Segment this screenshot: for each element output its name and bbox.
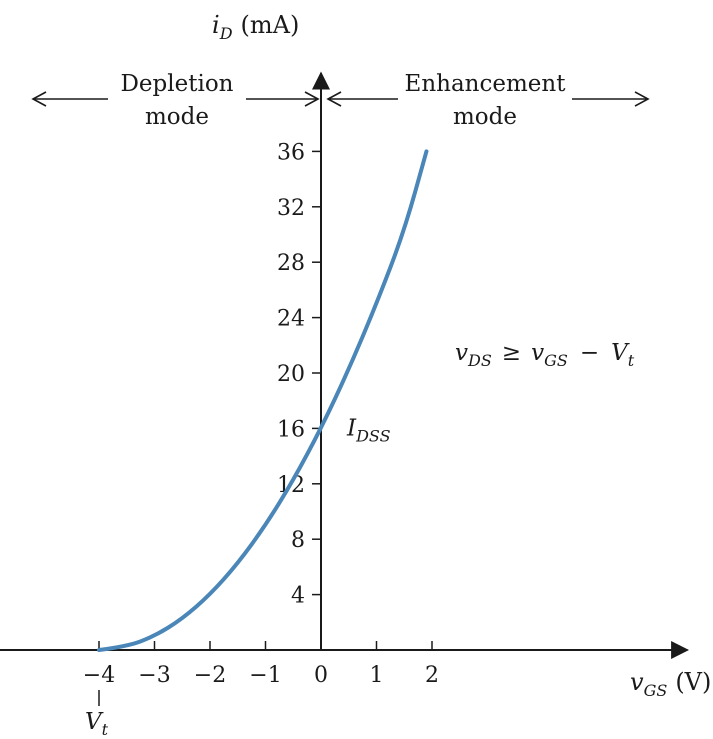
condition-vgs-subscript: GS bbox=[544, 351, 568, 370]
condition-vds-symbol: v bbox=[455, 340, 468, 366]
depletion-left-arrowhead bbox=[31, 91, 47, 107]
enhancement-region-label: Enhancement mode bbox=[326, 71, 650, 130]
y-axis-label-unit: (mA) bbox=[241, 11, 300, 39]
y-tick-label: 24 bbox=[277, 307, 305, 332]
saturation-condition: vDS ≥ vGS − Vt bbox=[455, 340, 635, 370]
condition-vt-subscript: t bbox=[628, 351, 635, 370]
x-tick-label: 0 bbox=[314, 663, 328, 688]
y-axis-label: iD (mA) bbox=[212, 11, 299, 43]
enhancement-label-line2: mode bbox=[453, 104, 517, 130]
x-axis-label-symbol: v bbox=[630, 668, 644, 696]
depletion-label-line2: mode bbox=[145, 104, 209, 130]
enhancement-label-line1: Enhancement bbox=[405, 71, 567, 97]
y-tick-label: 4 bbox=[291, 584, 305, 609]
x-tick-label: −4 bbox=[83, 663, 115, 688]
x-tick-label: 1 bbox=[370, 663, 384, 688]
y-tick-label: 28 bbox=[277, 251, 305, 276]
y-tick-label: 36 bbox=[277, 140, 305, 165]
vt-subscript: t bbox=[102, 720, 109, 739]
x-tick-label: −1 bbox=[249, 663, 281, 688]
x-tick-group: −4 −3 −2 −1 0 1 2 bbox=[83, 641, 439, 688]
x-axis-label-unit: (V) bbox=[675, 668, 711, 696]
y-axis-label-symbol: i bbox=[212, 11, 220, 39]
vt-annotation: Vt bbox=[85, 709, 109, 739]
condition-vgs-symbol: v bbox=[531, 340, 544, 366]
y-tick-label: 20 bbox=[277, 362, 305, 387]
depletion-region-label: Depletion mode bbox=[31, 71, 320, 130]
condition-minus-operator: − bbox=[580, 340, 599, 366]
y-tick-label: 16 bbox=[277, 417, 305, 442]
vt-symbol: V bbox=[85, 709, 104, 735]
x-axis-label-subscript: GS bbox=[644, 681, 668, 700]
x-tick-label: 2 bbox=[425, 663, 439, 688]
y-axis-label-subscript: D bbox=[219, 24, 233, 43]
x-axis-label: vGS (V) bbox=[630, 668, 711, 700]
condition-geq-operator: ≥ bbox=[502, 340, 521, 366]
condition-vt-symbol: V bbox=[611, 340, 630, 366]
series-line-id-vs-vgs bbox=[97, 149, 429, 652]
idss-annotation: IDSS bbox=[346, 415, 391, 445]
idss-subscript: DSS bbox=[355, 426, 391, 445]
enhancement-left-arrowhead bbox=[326, 91, 342, 107]
x-tick-label: −2 bbox=[194, 663, 226, 688]
condition-vds-subscript: DS bbox=[467, 351, 492, 370]
enhancement-right-arrowhead bbox=[634, 91, 650, 107]
depletion-label-line1: Depletion bbox=[120, 71, 233, 97]
depletion-right-arrowhead bbox=[304, 91, 320, 107]
idss-symbol: I bbox=[346, 415, 357, 441]
y-tick-label: 8 bbox=[291, 528, 305, 553]
y-tick-label: 32 bbox=[277, 196, 305, 221]
x-tick-label: −3 bbox=[138, 663, 170, 688]
